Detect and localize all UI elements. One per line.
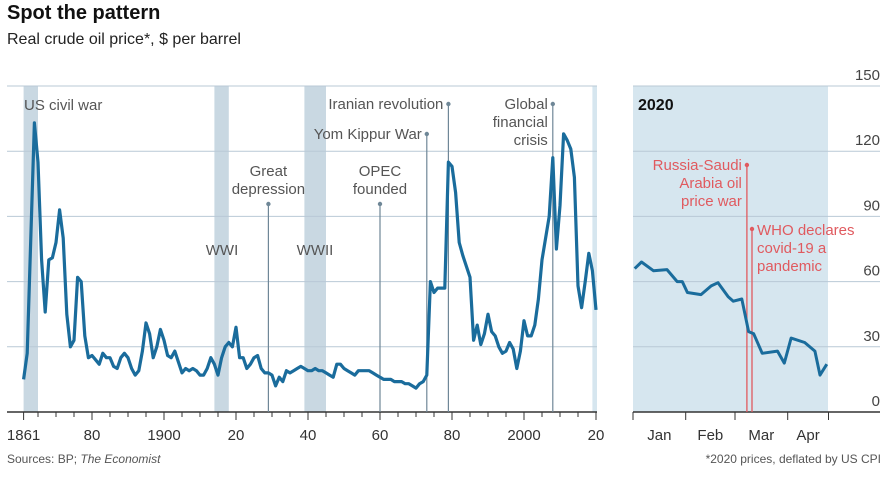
period-label: US civil war <box>24 97 102 114</box>
x-tick-label: Apr <box>796 427 819 444</box>
x-tick-label: 20 <box>228 427 245 444</box>
period-label: WWII <box>297 242 334 259</box>
period-label: WWI <box>206 242 238 259</box>
sources-prefix: Sources: BP; <box>7 452 81 466</box>
event-label: Iranian revolution <box>328 96 443 113</box>
x-tick-label: Feb <box>697 427 723 444</box>
y-tick-label: 90 <box>863 197 880 214</box>
event-2020-label: Russia-Saudi <box>653 157 742 174</box>
y-tick-label: 120 <box>855 132 880 149</box>
event-2020-label: WHO declares <box>757 222 855 239</box>
event-label: Great <box>250 163 288 180</box>
y-tick-label: 60 <box>863 263 880 280</box>
series-line-historical <box>22 121 598 390</box>
sources-note: Sources: BP; The Economist <box>7 452 160 466</box>
shaded-period-2 <box>304 86 326 412</box>
panel-2020-background <box>633 86 828 412</box>
event-2020-label: Arabia oil <box>679 175 742 192</box>
event-label: Yom Kippur War <box>314 126 422 143</box>
x-tick-label: 1861 <box>7 427 40 444</box>
x-tick-label: 20 <box>588 427 605 444</box>
event-label: financial <box>493 114 548 131</box>
event-label: Global <box>504 96 547 113</box>
x-tick-label: 60 <box>372 427 389 444</box>
x-tick-label: 2000 <box>507 427 540 444</box>
x-tick-label: 40 <box>300 427 317 444</box>
event-2020-label: covid-19 a <box>757 240 827 257</box>
event-label: founded <box>353 181 407 198</box>
chart-title: Spot the pattern <box>7 2 161 24</box>
x-tick-label: Mar <box>748 427 774 444</box>
deflation-note: *2020 prices, deflated by US CPI <box>705 452 881 466</box>
x-tick-label: 80 <box>444 427 461 444</box>
y-tick-label: 150 <box>855 67 880 84</box>
panel-2020-title: 2020 <box>638 97 674 114</box>
shaded-period-1 <box>214 86 229 412</box>
x-tick-label: 1900 <box>147 427 180 444</box>
event-2020-label: price war <box>681 193 742 210</box>
x-tick-label: 80 <box>84 427 101 444</box>
event-label: OPEC <box>359 163 402 180</box>
event-label: depression <box>232 181 305 198</box>
event-dot <box>377 201 383 207</box>
event-2020-dot <box>749 226 755 232</box>
event-dot <box>550 101 555 107</box>
y-tick-label: 30 <box>863 328 880 345</box>
sources-italic: The Economist <box>80 452 161 466</box>
y-tick-label: 0 <box>872 393 880 410</box>
event-dot <box>266 201 271 207</box>
event-label: crisis <box>514 132 548 149</box>
highlight-2020-strip <box>592 86 597 412</box>
event-2020-label: pandemic <box>757 258 823 275</box>
chart-subtitle: Real crude oil price*, $ per barrel <box>7 31 241 48</box>
event-dot <box>446 101 451 107</box>
x-tick-label: Jan <box>647 427 671 444</box>
event-2020-dot <box>744 162 750 168</box>
event-dot <box>424 131 429 137</box>
